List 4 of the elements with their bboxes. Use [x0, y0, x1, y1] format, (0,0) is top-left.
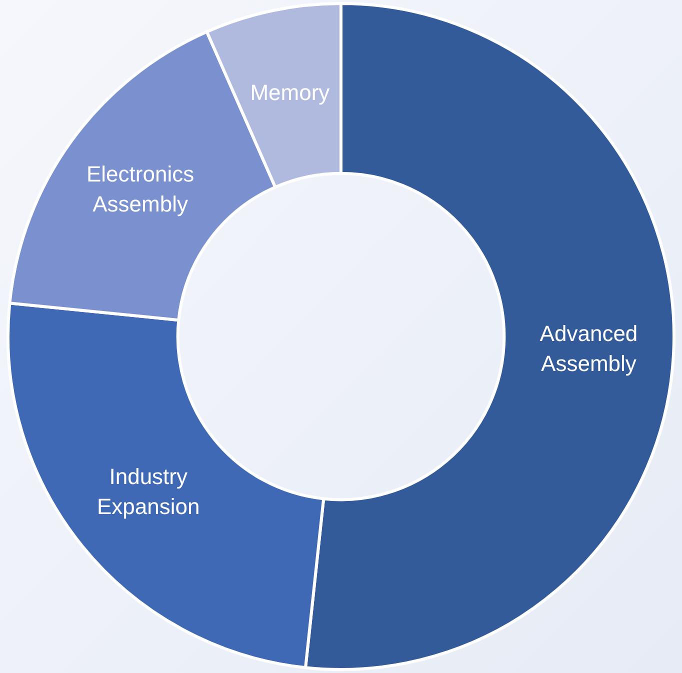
slice-label: Industry Expansion: [96, 464, 200, 519]
slice-label: Memory: [250, 80, 330, 105]
slice-label: Electronics Assembly: [86, 162, 194, 217]
slice-label: Advanced Assembly: [540, 320, 638, 376]
